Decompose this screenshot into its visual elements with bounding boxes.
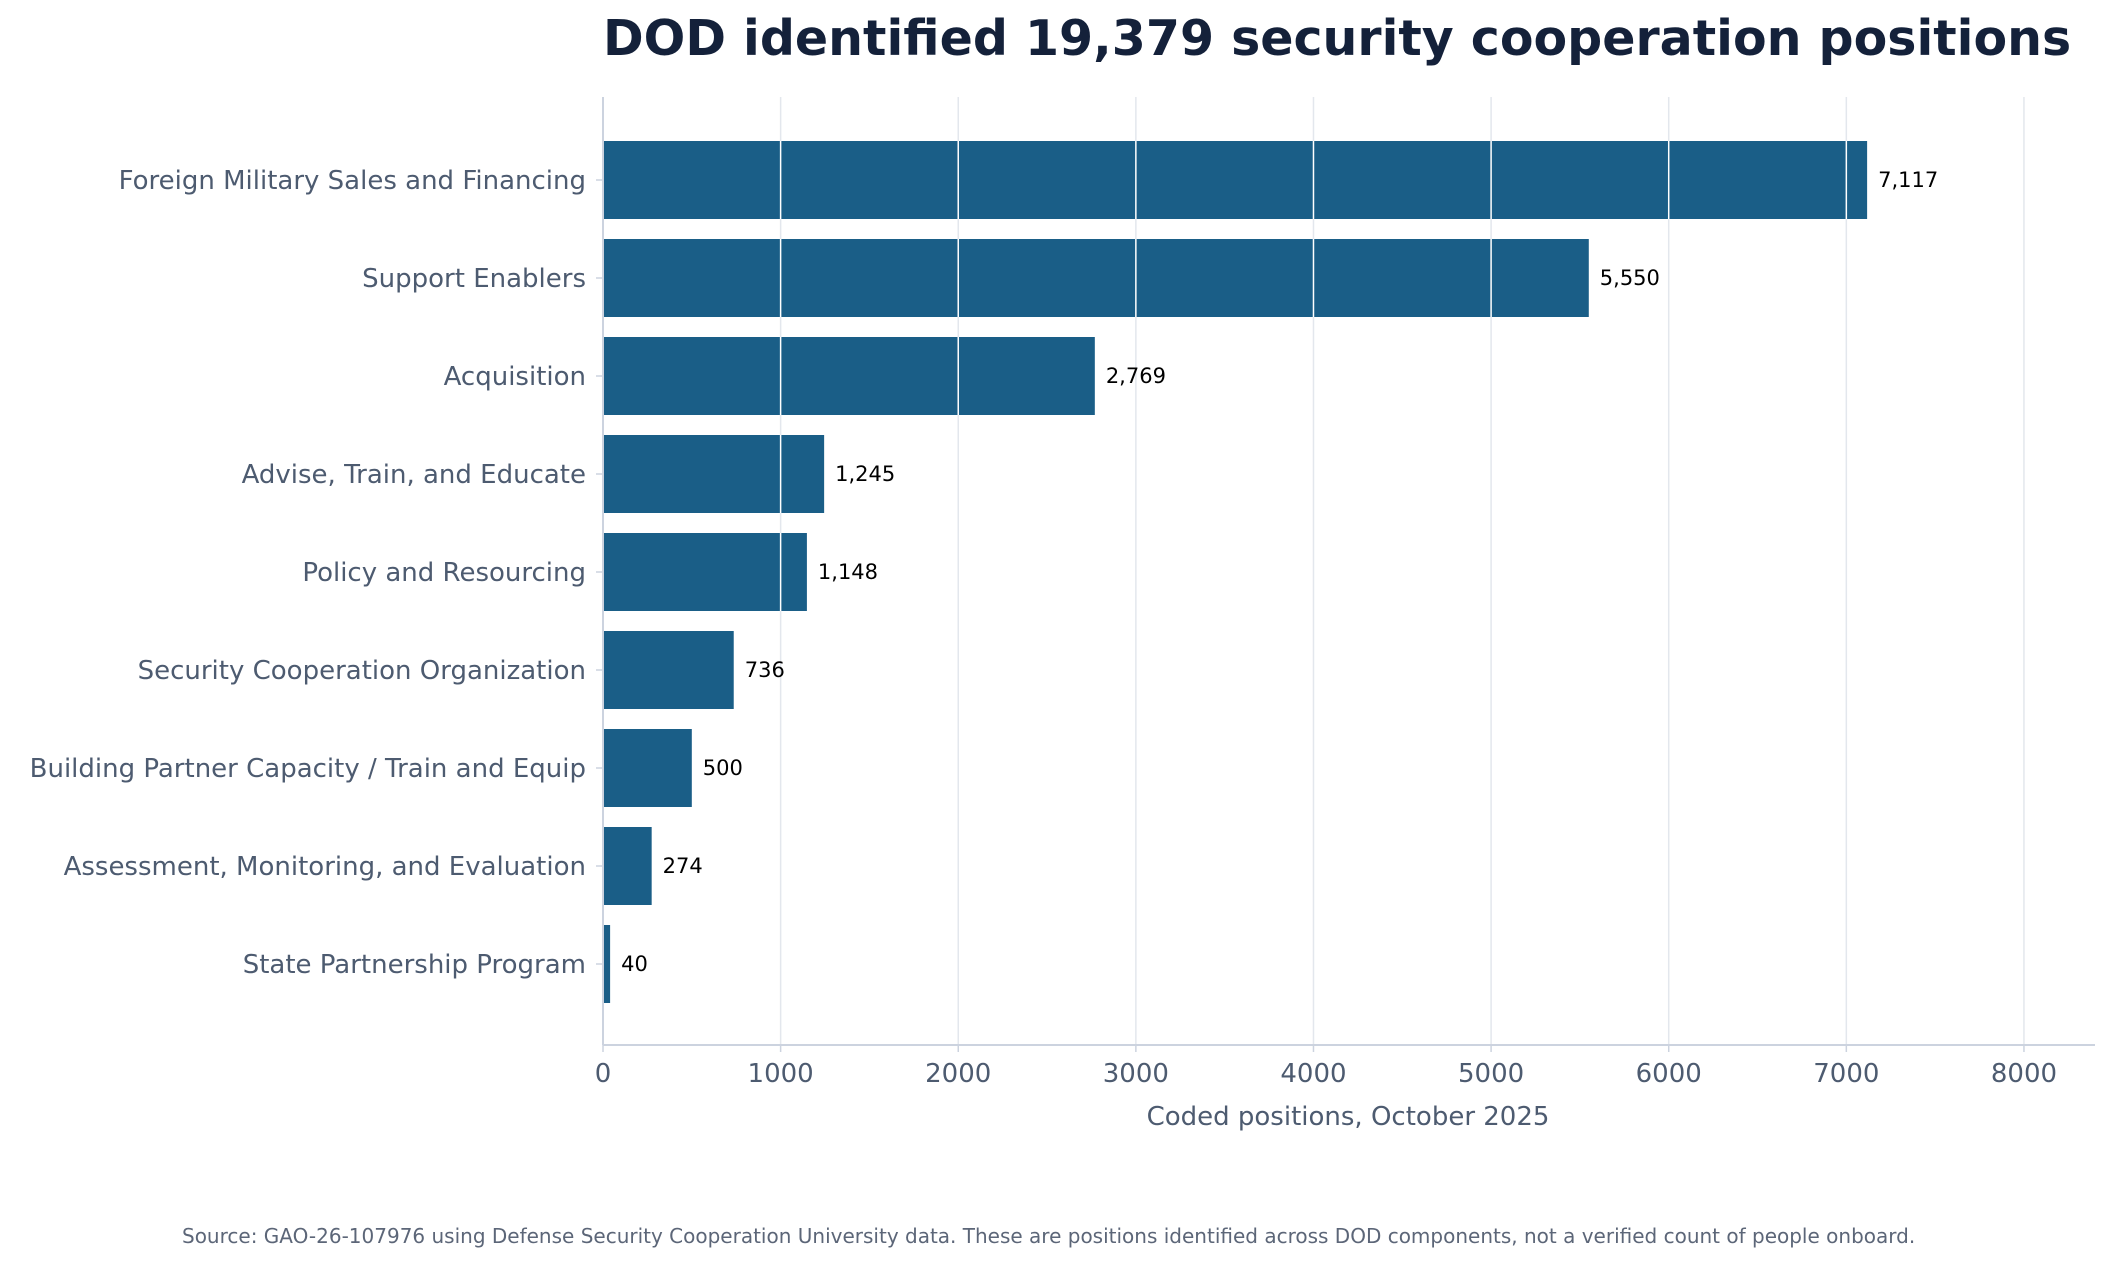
value-label: 2,769 [1106,364,1166,388]
labels: 0 1000 2000 3000 4000 5000 6000 7000 8000 Foreign… [30,166,2057,1089]
bars [603,141,1868,1003]
x-tick-label: 2000 [925,1059,991,1089]
bar [603,141,1868,219]
chart-title: DOD identified 19,379 security cooperati… [603,10,2071,67]
value-label: 1,245 [835,462,895,486]
x-tick-label: 0 [595,1059,612,1089]
value-label: 40 [621,952,648,976]
value-label: 5,550 [1600,266,1660,290]
category-label: Policy and Resourcing [302,558,586,588]
bar [603,337,1095,415]
x-tick-label: 8000 [1991,1059,2057,1089]
bar [603,239,1589,317]
value-label: 1,148 [818,560,878,584]
x-tick-label: 1000 [748,1059,814,1089]
axes [596,97,2095,1052]
x-tick-label: 4000 [1280,1059,1346,1089]
x-axis-label: Coded positions, October 2025 [1147,1102,1550,1132]
value-label: 7,117 [1878,168,1938,192]
x-tick-label: 3000 [1103,1059,1169,1089]
category-label: Assessment, Monitoring, and Evaluation [64,852,586,882]
category-label: Support Enablers [362,264,586,294]
bar [603,435,825,513]
bar [603,631,734,709]
bar [603,533,807,611]
source-note: Source: GAO-26-107976 using Defense Secu… [182,1224,1916,1248]
value-label: 736 [745,658,785,682]
category-label: Advise, Train, and Educate [242,460,586,490]
category-label: State Partnership Program [243,950,586,980]
value-label: 500 [703,756,743,780]
bar [603,925,611,1003]
bar [603,729,692,807]
value-label: 274 [663,854,703,878]
category-label: Building Partner Capacity / Train and Eq… [30,754,586,784]
category-label: Security Cooperation Organization [138,656,586,686]
x-tick-label: 6000 [1636,1059,1702,1089]
x-tick-label: 7000 [1813,1059,1879,1089]
category-label: Foreign Military Sales and Financing [119,166,586,196]
bar [603,827,652,905]
x-tick-label: 5000 [1458,1059,1524,1089]
category-label: Acquisition [444,362,586,392]
